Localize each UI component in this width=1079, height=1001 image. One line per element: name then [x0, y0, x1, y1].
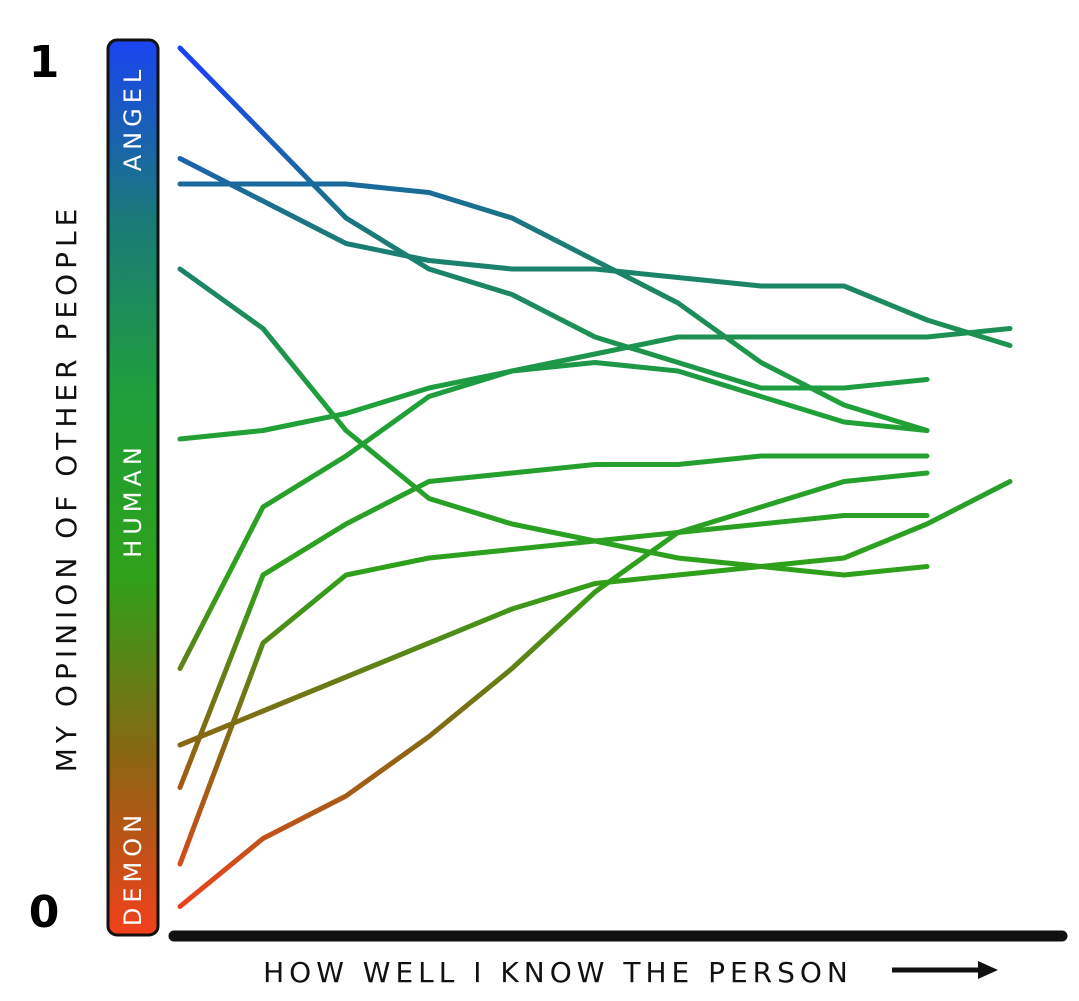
y-axis-label: MY OPINION OF OTHER PEOPLE [50, 204, 83, 773]
x-axis-label: HOW WELL I KNOW THE PERSON [263, 956, 853, 989]
opinion-line [177, 470, 930, 909]
opinion-line [177, 479, 1013, 748]
y-tick-label: 0 [29, 887, 60, 938]
band-label: DEMON [119, 810, 147, 926]
arrow-head [978, 961, 998, 979]
opinion-line [177, 360, 930, 671]
opinion-line [177, 181, 930, 433]
band-label: ANGEL [119, 65, 147, 172]
opinion-line [177, 266, 930, 578]
y-tick-label: 1 [29, 37, 60, 88]
opinion-scale-bar [106, 38, 160, 937]
opinion-line [177, 513, 930, 867]
opinion-line [177, 45, 930, 391]
opinion-line [177, 326, 1013, 442]
opinion-line [177, 453, 930, 790]
band-label: HUMAN [119, 442, 147, 558]
opinion-line [177, 156, 1013, 348]
